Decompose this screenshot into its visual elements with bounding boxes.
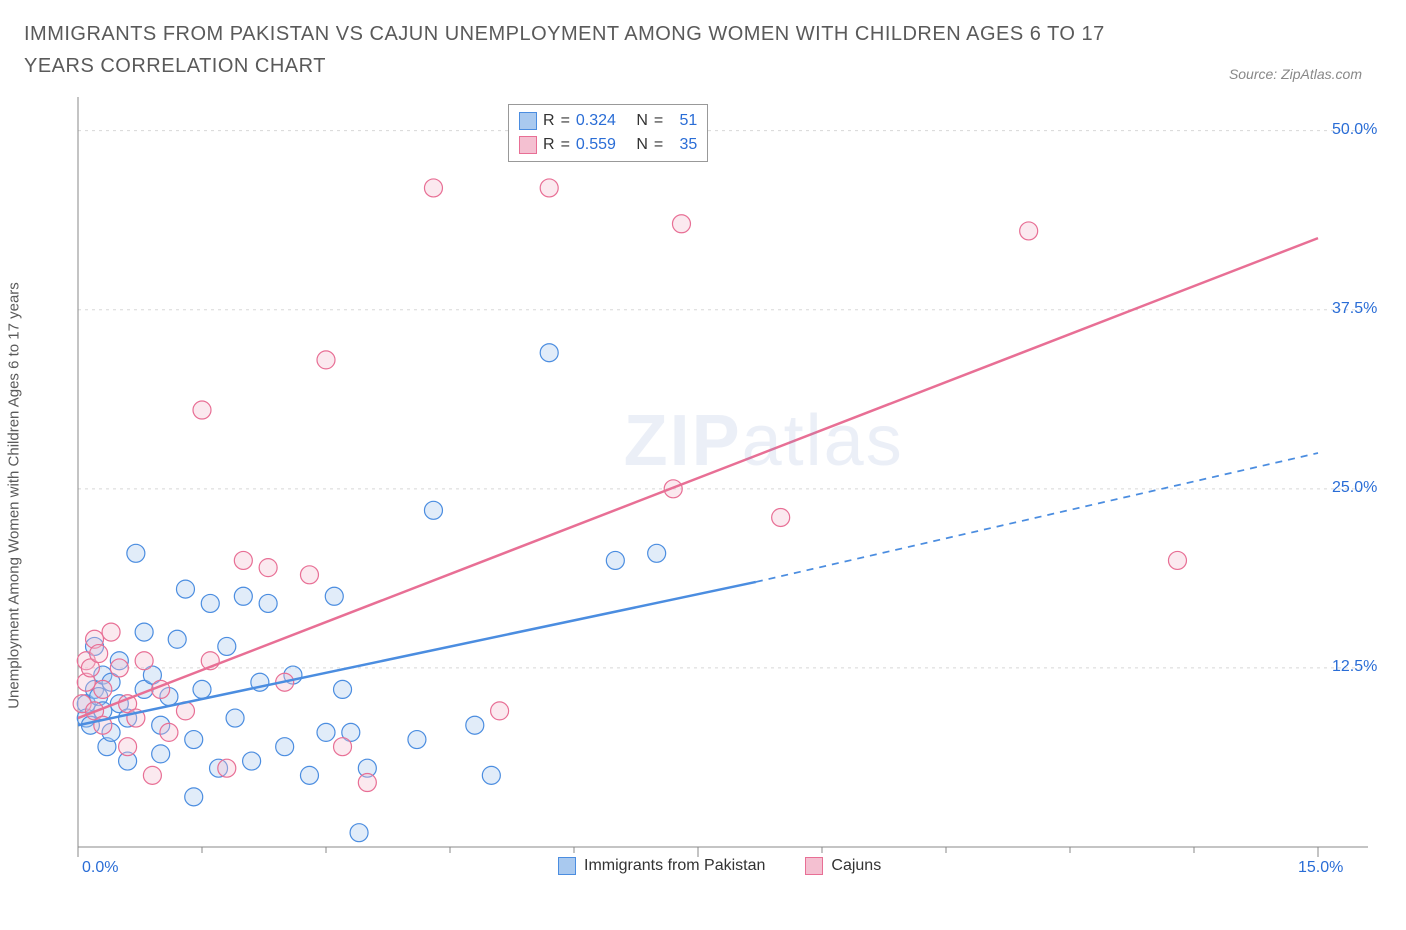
x-tick-label: 15.0%	[1298, 859, 1343, 877]
stat-row: R=0.559 N=35	[519, 133, 697, 157]
correlation-stats-box: R=0.324 N=51R=0.559 N=35	[508, 104, 708, 162]
chart-container: Unemployment Among Women with Children A…	[24, 92, 1382, 882]
stat-n-label: N	[632, 109, 648, 133]
y-axis-label: Unemployment Among Women with Children A…	[6, 282, 23, 709]
series-swatch	[519, 136, 537, 154]
legend-swatch	[558, 857, 576, 875]
legend-label: Cajuns	[831, 857, 881, 875]
legend-swatch	[805, 857, 823, 875]
legend-item: Immigrants from Pakistan	[558, 857, 765, 875]
stat-eq: =	[654, 133, 663, 157]
stat-r-label: R	[543, 133, 555, 157]
y-tick-label: 25.0%	[1332, 479, 1377, 497]
stat-r-label: R	[543, 109, 555, 133]
source-attribution: Source: ZipAtlas.com	[1229, 66, 1382, 82]
y-tick-label: 12.5%	[1332, 658, 1377, 676]
stat-row: R=0.324 N=51	[519, 109, 697, 133]
stat-eq: =	[654, 109, 663, 133]
scatter-plot	[68, 92, 1378, 882]
series-swatch	[519, 112, 537, 130]
chart-title: IMMIGRANTS FROM PAKISTAN VS CAJUN UNEMPL…	[24, 18, 1124, 82]
stat-r-value: 0.324	[576, 109, 626, 133]
stat-eq: =	[561, 109, 570, 133]
stat-n-label: N	[632, 133, 648, 157]
stat-eq: =	[561, 133, 570, 157]
y-tick-label: 50.0%	[1332, 121, 1377, 139]
legend-label: Immigrants from Pakistan	[584, 857, 765, 875]
x-tick-label: 0.0%	[82, 859, 118, 877]
legend: Immigrants from Pakistan Cajuns	[558, 857, 881, 875]
y-tick-label: 37.5%	[1332, 300, 1377, 318]
stat-r-value: 0.559	[576, 133, 626, 157]
legend-item: Cajuns	[805, 857, 881, 875]
stat-n-value: 35	[669, 133, 697, 157]
stat-n-value: 51	[669, 109, 697, 133]
